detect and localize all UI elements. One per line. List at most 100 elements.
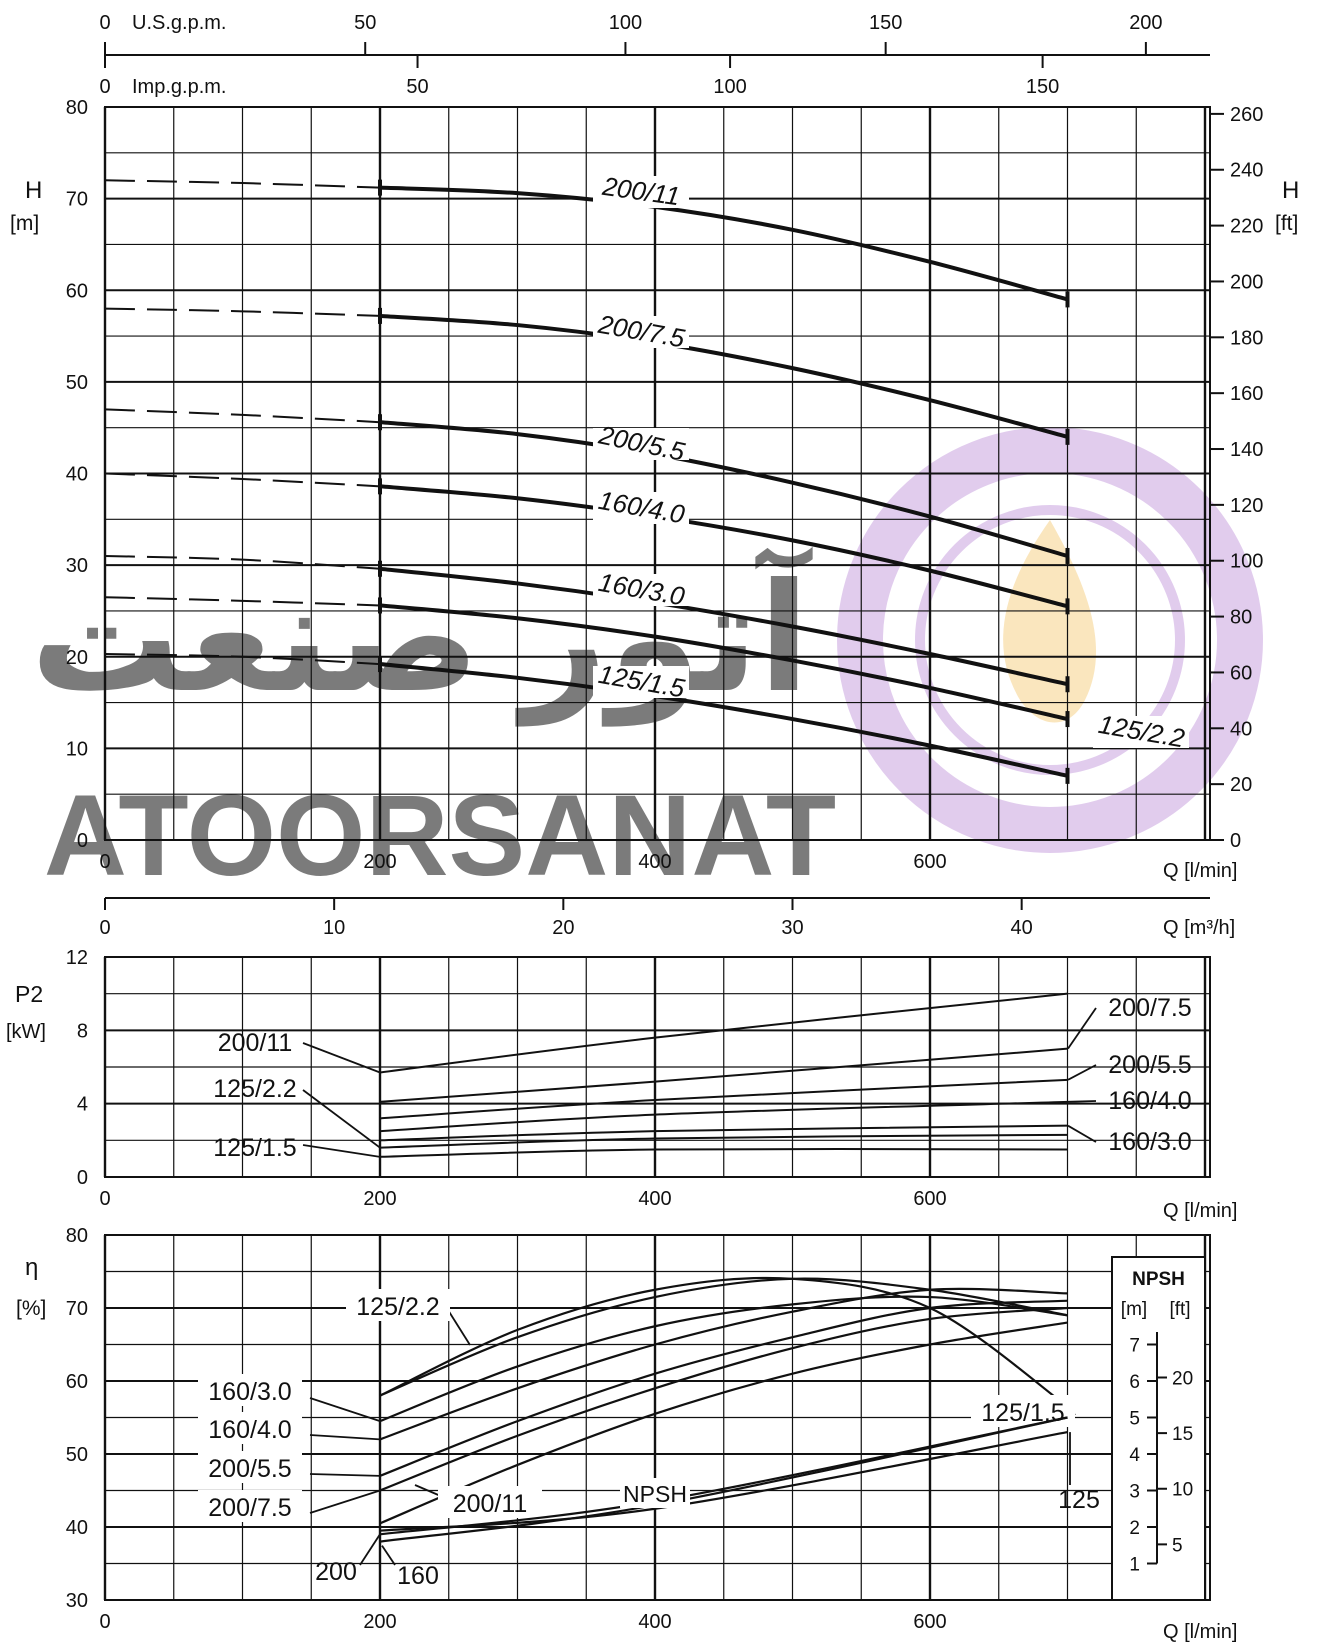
- y-tick-label: 70: [66, 1298, 88, 1320]
- npsh-ft-tick-label: 20: [1172, 1368, 1193, 1389]
- y-tick-label: 4: [77, 1094, 88, 1116]
- power-ylabel: P2: [15, 981, 43, 1007]
- npsh-m-tick-label: 5: [1129, 1409, 1140, 1430]
- ft-tick-label: 260: [1230, 104, 1263, 126]
- npsh-ft-tick-label: 5: [1172, 1535, 1183, 1556]
- head-yunit-right: [ft]: [1275, 212, 1298, 235]
- npsh-series-label: 160: [397, 1562, 439, 1590]
- m3h-tick-label: 20: [552, 917, 574, 939]
- y-tick-label: 80: [66, 1225, 88, 1247]
- head-series: 200/11200/7.5200/5.5160/4.0160/3.0125/2.…: [104, 171, 1189, 784]
- watermark-flame-icon: [1003, 520, 1097, 723]
- head-curve: [379, 185, 1069, 302]
- power-leader-line: [1067, 1064, 1097, 1081]
- y-tick-label: 10: [66, 738, 88, 760]
- usgpm-ticks: 0 50 100 150 200: [99, 12, 1163, 55]
- efficiency-series-label: 200/7.5: [208, 1494, 291, 1522]
- power-leader-line: [1067, 1100, 1097, 1103]
- power-series: 200/11 125/2.2 125/1.5 200/7.5 200/5.5 160/4.…: [213, 992, 1192, 1162]
- npsh-m-tick-label: 4: [1129, 1445, 1140, 1466]
- head-label-bg: [593, 574, 689, 606]
- power-curve: [379, 1047, 1068, 1103]
- impgpm-tick-label: 150: [1026, 76, 1059, 98]
- y-tick-label: 60: [66, 1371, 88, 1393]
- efficiency-leader-line: [309, 1397, 381, 1423]
- eff-xlabel: Q [l/min]: [1163, 1621, 1237, 1642]
- head-curve: [379, 313, 1069, 439]
- power-series-label: 200/11: [218, 1029, 293, 1057]
- head-label-bg: [1093, 716, 1189, 748]
- head-label-bg: [593, 666, 689, 698]
- y-tick-label: 40: [66, 1517, 88, 1539]
- m3h-axis: 0 10 20 30 40: [99, 897, 1210, 939]
- usgpm-tick-label: 100: [609, 12, 642, 34]
- npsh-m-tick-label: 2: [1129, 1518, 1140, 1539]
- npsh-unit-m: [m]: [1121, 1299, 1147, 1320]
- efficiency-curve: [379, 1306, 1068, 1492]
- m3h-tick-label: 0: [99, 917, 110, 939]
- power-xlabel: Q [l/min]: [1163, 1200, 1237, 1222]
- head-curve: [379, 566, 1068, 687]
- efficiency-series-label: 125/2.2: [356, 1293, 439, 1321]
- efficiency-series-label: 160/3.0: [208, 1378, 291, 1406]
- impgpm-tick-label: 0: [99, 76, 110, 98]
- npsh-unit-ft: [ft]: [1169, 1299, 1190, 1320]
- y-tick-label: 60: [66, 280, 88, 302]
- head-curve: [379, 662, 1068, 778]
- usgpm-label: U.S.g.p.m.: [132, 12, 226, 34]
- power-leader-line: [1067, 1124, 1097, 1143]
- y-tick-label: 0: [77, 830, 88, 852]
- x-tick-label: 400: [638, 851, 671, 873]
- npsh-m-tick-label: 1: [1129, 1555, 1140, 1576]
- efficiency-label-bg: [198, 1412, 302, 1444]
- ft-tick-label: 240: [1230, 160, 1263, 182]
- usgpm-tick-label: 50: [354, 12, 376, 34]
- npsh-series-label: 200: [315, 1558, 357, 1586]
- efficiency-curve: [379, 1295, 1068, 1423]
- x-tick-label: 200: [363, 851, 396, 873]
- power-series-label: 160/4.0: [1108, 1087, 1191, 1115]
- efficiency-label-bg: [346, 1289, 450, 1321]
- head-curve-dashed: [104, 596, 381, 607]
- usgpm-tick-label: 150: [869, 12, 902, 34]
- power-yunit: [kW]: [6, 1021, 46, 1043]
- m3h-tick-label: 40: [1011, 917, 1033, 939]
- ft-tick-label: 120: [1230, 495, 1263, 517]
- power-series-label: 160/3.0: [1108, 1128, 1191, 1156]
- npsh-scale-box: [1111, 1256, 1206, 1601]
- ft-tick-label: 160: [1230, 383, 1263, 405]
- y-tick-label: 12: [66, 947, 88, 969]
- power-series-label: 125/1.5: [213, 1134, 296, 1162]
- x-tick-label: 0: [99, 1188, 110, 1210]
- npsh-label-bg: [620, 1478, 690, 1508]
- power-series-label: 125/2.2: [213, 1075, 296, 1103]
- npsh-curve-label: NPSH: [623, 1481, 687, 1507]
- efficiency-curve: [379, 1287, 1068, 1441]
- power-curve: [379, 992, 1068, 1074]
- head-curve-dashed: [104, 179, 381, 189]
- x-tick-label: 0: [99, 1611, 110, 1633]
- npsh-m-tick-label: 6: [1129, 1372, 1140, 1393]
- y-tick-label: 30: [66, 1590, 88, 1612]
- head-curve-dashed: [104, 408, 381, 424]
- head-label-bg: [593, 176, 689, 208]
- npsh-leader-line: [359, 1533, 381, 1566]
- y-tick-label: 20: [66, 647, 88, 669]
- y-tick-label: 80: [66, 97, 88, 119]
- head-curve-dashed: [104, 653, 381, 666]
- x-tick-label: 600: [913, 1611, 946, 1633]
- head-label-bg: [593, 316, 689, 348]
- power-curve: [379, 1133, 1068, 1149]
- ft-tick-label: 60: [1230, 662, 1252, 684]
- ft-tick-label: 180: [1230, 327, 1263, 349]
- npsh-m-tick-label: 3: [1129, 1482, 1140, 1503]
- npsh-ft-tick-label: 15: [1172, 1424, 1193, 1445]
- head-ylabel: H: [25, 177, 42, 204]
- efficiency-leader-line: [309, 1489, 381, 1514]
- npsh-ft-tick-label: 10: [1172, 1480, 1193, 1501]
- head-curve: [379, 420, 1069, 558]
- impgpm-label: Imp.g.p.m.: [132, 76, 226, 98]
- efficiency-label-bg: [438, 1486, 542, 1518]
- top-scales: U.S.g.p.m. 0 50 100 150 200 Imp.g.p.m. 0 50 10…: [99, 12, 1210, 98]
